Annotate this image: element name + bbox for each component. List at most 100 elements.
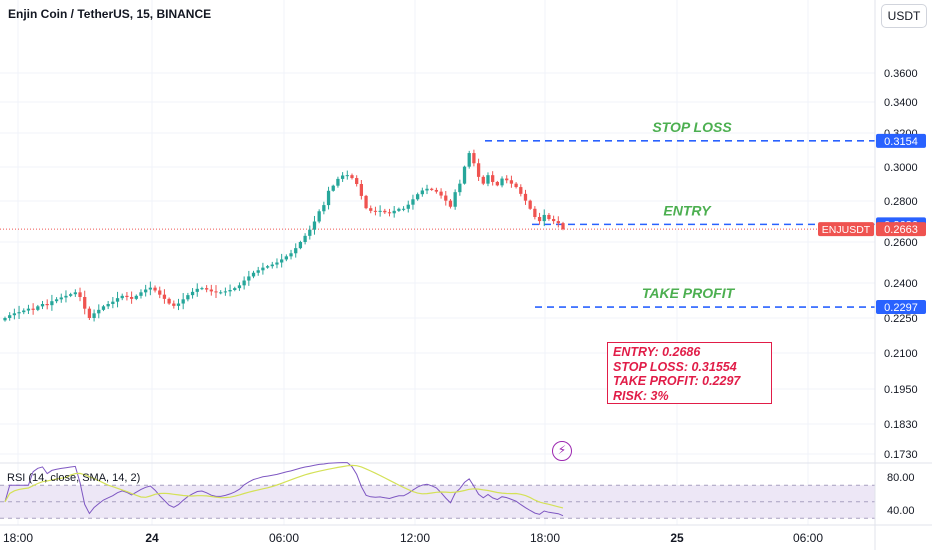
candle-body-96 <box>453 192 457 207</box>
candle-21 <box>101 304 106 312</box>
candle-91 <box>430 187 434 191</box>
candle-83 <box>392 206 396 218</box>
candle-107 <box>505 175 509 184</box>
candle-44 <box>209 284 213 296</box>
candle-body-69 <box>326 190 331 206</box>
candle-body-113 <box>533 208 537 217</box>
candle-98 <box>462 165 467 185</box>
candle-59 <box>280 253 284 268</box>
candle-56 <box>265 264 270 269</box>
candle-11 <box>54 297 59 304</box>
rsi-axis-label-80: 80.00 <box>887 472 915 484</box>
candle-73 <box>345 170 349 180</box>
rsi-indicator-label[interactable]: RSI (14, close, SMA, 14, 2) <box>7 472 141 484</box>
candle-17 <box>83 290 87 315</box>
candle-body-40 <box>190 291 195 296</box>
lightning-icon[interactable]: ⚡ <box>552 441 572 461</box>
candle-body-79 <box>373 210 378 212</box>
candle-body-7 <box>36 306 40 310</box>
candle-body-90 <box>425 188 429 191</box>
candle-body-102 <box>481 176 485 184</box>
candle-75 <box>355 175 359 187</box>
candle-13 <box>64 290 68 303</box>
candle-body-15 <box>73 292 77 295</box>
candle-23 <box>111 297 115 309</box>
trade-note-box: ENTRY: 0.2686 STOP LOSS: 0.31554 TAKE PR… <box>607 342 772 404</box>
candle-108 <box>509 175 514 188</box>
candle-109 <box>514 182 518 189</box>
candle-12 <box>59 293 63 303</box>
candle-body-77 <box>364 195 368 209</box>
candle-body-80 <box>378 210 382 212</box>
candle-body-50 <box>237 285 242 289</box>
candle-79 <box>373 206 378 216</box>
candle-body-64 <box>303 235 307 242</box>
price-axis-label-4: 0.2800 <box>884 196 918 208</box>
candle-body-28 <box>134 295 138 299</box>
candle-118 <box>556 216 560 228</box>
candle-body-29 <box>139 292 143 296</box>
candle-70 <box>331 184 335 192</box>
candle-body-21 <box>101 306 106 310</box>
rsi-pane: 80.00 40.00 <box>0 462 932 519</box>
candle-115 <box>542 209 546 227</box>
candle-body-100 <box>472 153 476 164</box>
candle-body-11 <box>54 299 59 302</box>
note-stop-loss: STOP LOSS: 0.31554 <box>613 359 737 374</box>
time-label-0: 18:00 <box>3 531 33 545</box>
candle-113 <box>533 206 537 220</box>
candle-28 <box>134 294 138 301</box>
candle-112 <box>528 199 532 210</box>
candle-106 <box>500 176 504 188</box>
candle-body-99 <box>467 153 471 167</box>
candle-body-106 <box>500 178 504 186</box>
candle-29 <box>139 289 143 299</box>
candle-body-53 <box>251 272 256 277</box>
candle-95 <box>448 199 453 209</box>
candle-body-109 <box>514 183 518 188</box>
candle-body-81 <box>383 210 387 213</box>
candle-86 <box>406 200 410 213</box>
candle-90 <box>425 184 429 195</box>
candle-body-43 <box>204 288 209 290</box>
candle-0 <box>3 316 7 322</box>
price-axis-label-11: 0.1730 <box>884 449 918 461</box>
candle-body-48 <box>228 290 232 292</box>
candle-72 <box>340 172 345 182</box>
candle-body-116 <box>547 214 551 220</box>
candle-body-98 <box>462 166 467 184</box>
candle-body-82 <box>387 212 392 214</box>
candle-body-34 <box>162 294 167 299</box>
candle-body-88 <box>415 194 420 200</box>
candle-94 <box>444 190 448 206</box>
candle-117 <box>551 215 556 225</box>
candle-26 <box>125 291 129 301</box>
candle-body-37 <box>176 303 181 306</box>
candle-102 <box>481 175 485 186</box>
currency-button[interactable]: USDT <box>881 4 927 28</box>
candle-body-76 <box>359 184 364 196</box>
candle-body-51 <box>242 280 246 286</box>
candle-body-85 <box>401 208 406 210</box>
candle-body-71 <box>336 178 340 186</box>
candle-55 <box>261 262 265 275</box>
candle-body-59 <box>280 259 284 263</box>
candle-85 <box>401 206 406 212</box>
candle-105 <box>495 180 499 187</box>
rsi-sma-line <box>4 464 564 509</box>
candle-body-45 <box>214 291 218 293</box>
candle-58 <box>275 258 279 269</box>
price-axis-label-7: 0.2250 <box>884 313 918 325</box>
candle-body-25 <box>120 295 124 299</box>
price-tag-current: 0.2663 ENJUSDT <box>818 222 926 237</box>
candle-40 <box>190 288 195 299</box>
candle-body-58 <box>275 262 279 265</box>
candle-1 <box>8 312 12 321</box>
candle-body-72 <box>340 175 345 179</box>
candle-body-66 <box>312 221 317 230</box>
candle-16 <box>78 287 82 302</box>
candle-41 <box>195 283 199 297</box>
candle-69 <box>326 186 331 210</box>
candle-body-13 <box>64 295 68 298</box>
